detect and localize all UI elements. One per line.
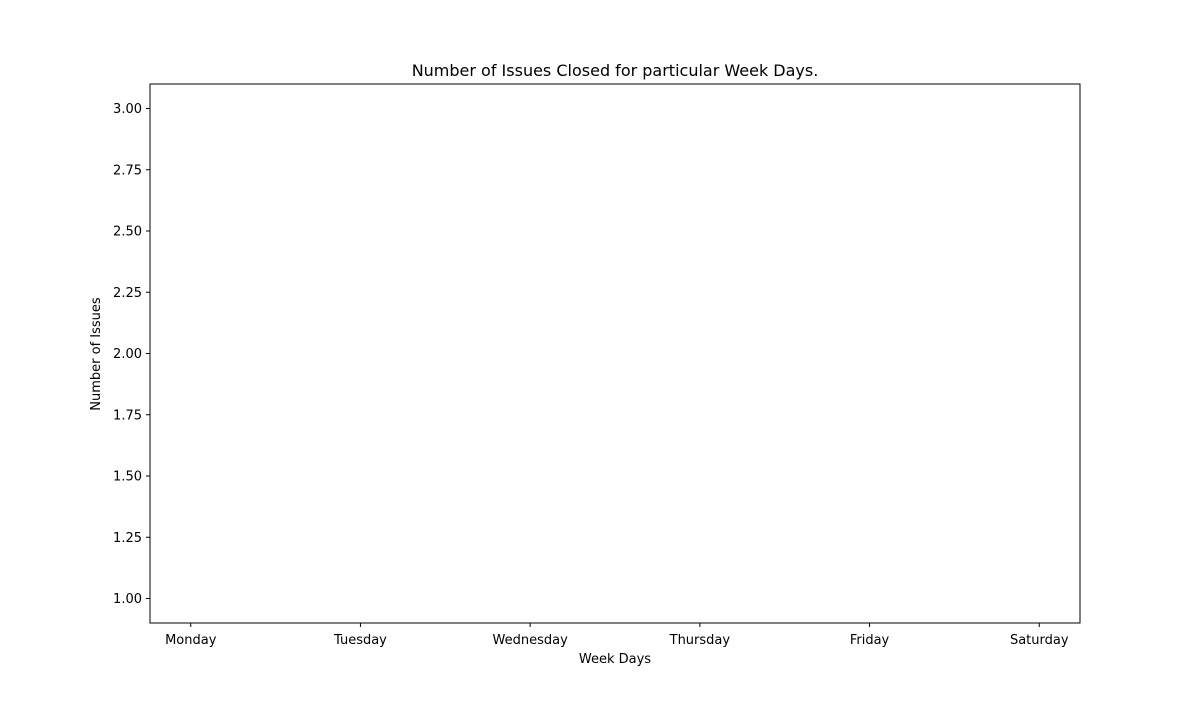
x-tick-label: Friday	[850, 633, 890, 648]
y-tick-label: 3.00	[113, 102, 142, 117]
x-axis-label: Week Days	[579, 652, 651, 667]
x-tick-label: Wednesday	[493, 633, 569, 648]
x-tick-label: Thursday	[669, 633, 731, 648]
x-tick-label: Tuesday	[333, 633, 387, 648]
x-tick-label: Monday	[165, 633, 217, 648]
x-tick-label: Saturday	[1010, 633, 1069, 648]
x-axis: Monday Tuesday Wednesday Thursday Friday Satu…	[165, 623, 1069, 648]
y-tick-label: 1.75	[113, 408, 142, 423]
y-tick-label: 1.25	[113, 531, 142, 546]
y-tick-label: 1.00	[113, 592, 142, 607]
plot-frame	[149, 83, 1081, 624]
y-tick-label: 2.25	[113, 286, 142, 301]
y-tick-label: 2.00	[113, 347, 142, 362]
chart-title: Number of Issues Closed for particular W…	[412, 61, 819, 80]
y-axis-label: Number of Issues	[89, 297, 104, 411]
y-tick-label: 1.50	[113, 470, 142, 485]
y-tick-label: 2.50	[113, 225, 142, 240]
plot-area	[149, 83, 1081, 624]
y-tick-label: 2.75	[113, 163, 142, 178]
y-axis: 1.00 1.25 1.50 1.75 2.00 2.25 2.50 2.75 3.00	[113, 102, 150, 607]
